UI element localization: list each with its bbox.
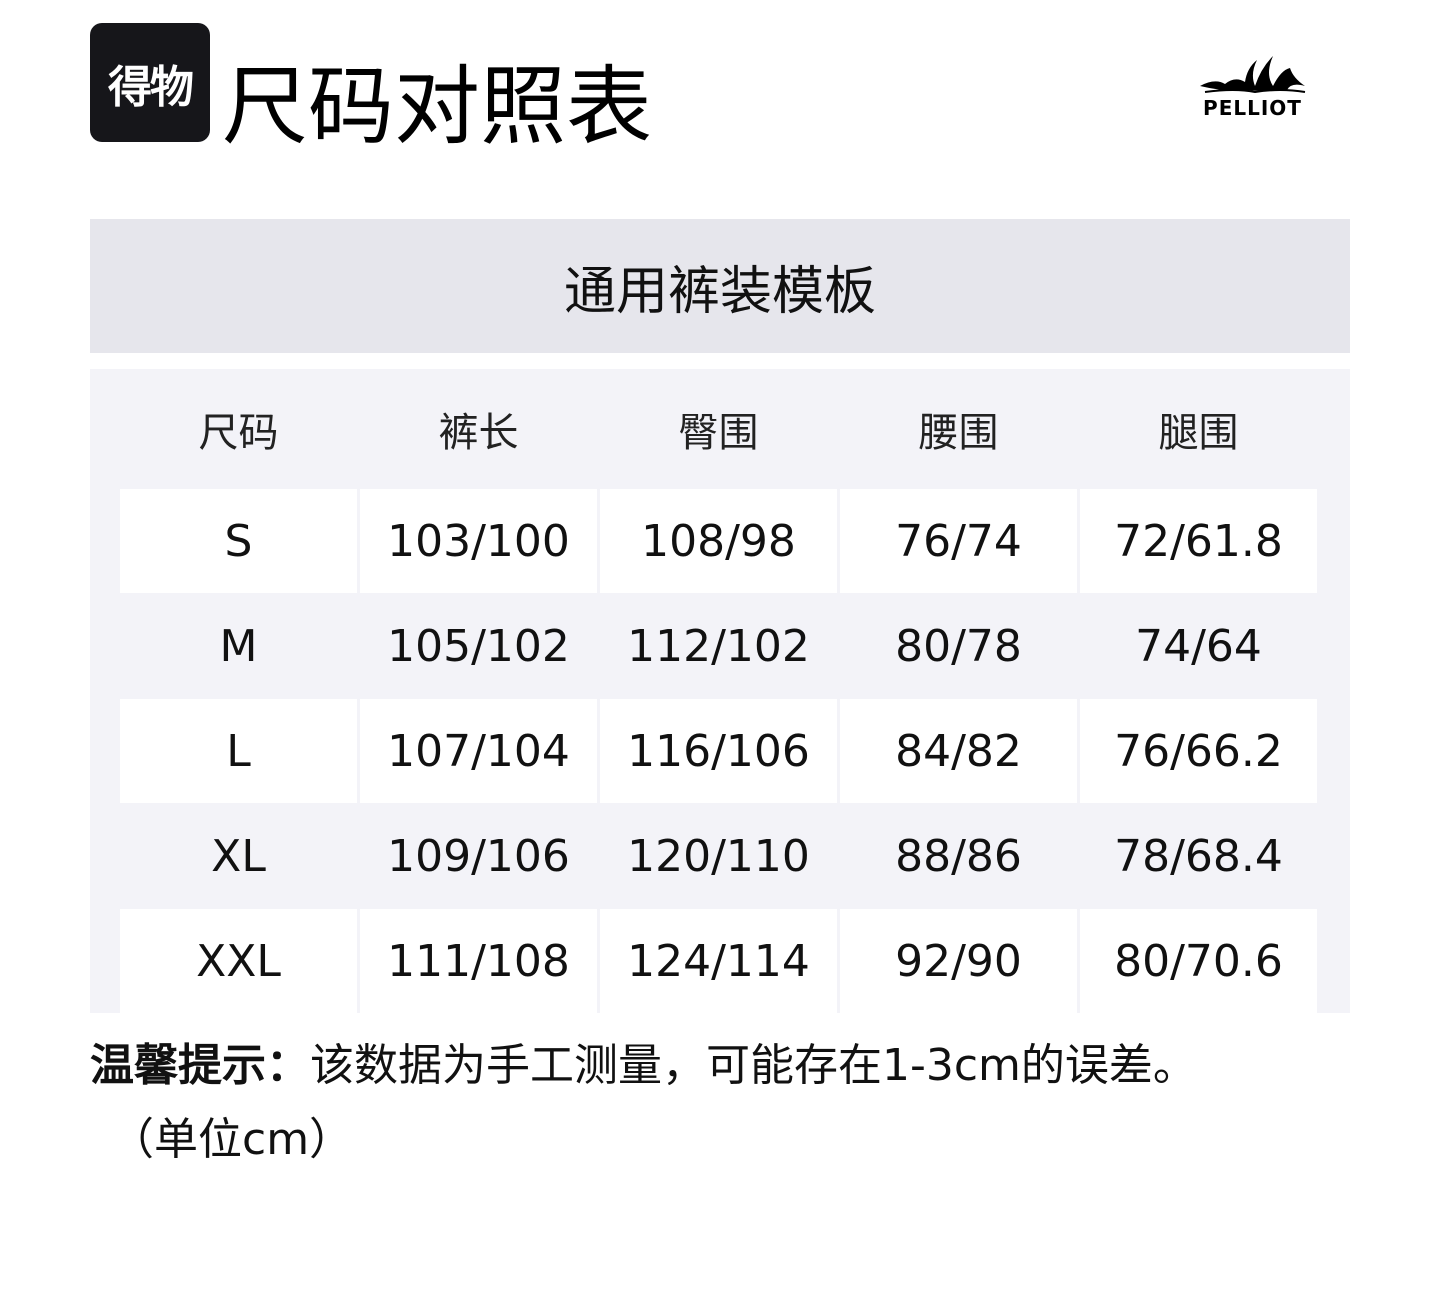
table-cell: S bbox=[120, 489, 357, 593]
table-cell: 116/106 bbox=[600, 699, 837, 803]
table-cell: 74/64 bbox=[1135, 620, 1262, 672]
column-header-length: 裤长 bbox=[438, 410, 519, 456]
table-cell: 105/102 bbox=[387, 620, 570, 672]
table-cell: XL bbox=[211, 830, 266, 882]
table-cell: 88/86 bbox=[895, 830, 1022, 882]
page-title: 尺码对照表 bbox=[222, 57, 652, 157]
table-cell: 108/98 bbox=[600, 489, 837, 593]
table-cell: 72/61.8 bbox=[1080, 489, 1317, 593]
table-cell: XXL bbox=[120, 909, 357, 1013]
brand-name: PELLIOT bbox=[1203, 96, 1302, 120]
wave-icon bbox=[1200, 56, 1306, 94]
table-cell: 76/66.2 bbox=[1080, 699, 1317, 803]
column-header-waist: 腰围 bbox=[918, 410, 999, 456]
table-cell: 107/104 bbox=[360, 699, 597, 803]
measurement-note: 温馨提示：该数据为手工测量，可能存在1-3cm的误差。 bbox=[90, 1036, 1197, 1096]
table-cell: 78/68.4 bbox=[1114, 830, 1283, 882]
table-cell: 112/102 bbox=[627, 620, 810, 672]
table-cell: L bbox=[120, 699, 357, 803]
table-row: S 103/100 108/98 76/74 72/61.8 bbox=[120, 489, 1317, 593]
table-row: XL 109/106 120/110 88/86 78/68.4 bbox=[120, 804, 1317, 908]
table-cell: 109/106 bbox=[387, 830, 570, 882]
template-title: 通用裤装模板 bbox=[90, 219, 1350, 353]
note-text: 该数据为手工测量，可能存在1-3cm的误差。 bbox=[310, 1040, 1197, 1091]
table-row: L 107/104 116/106 84/82 76/66.2 bbox=[120, 699, 1317, 803]
table-cell: 111/108 bbox=[360, 909, 597, 1013]
note-label: 温馨提示： bbox=[90, 1040, 310, 1091]
table-cell: 92/90 bbox=[840, 909, 1077, 1013]
column-header-size: 尺码 bbox=[198, 410, 279, 456]
table-cell: 84/82 bbox=[840, 699, 1077, 803]
column-header-hip: 臀围 bbox=[678, 410, 759, 456]
table-cell: M bbox=[219, 620, 258, 672]
table-cell: 120/110 bbox=[627, 830, 810, 882]
table-cell: 124/114 bbox=[600, 909, 837, 1013]
table-cell: 80/78 bbox=[895, 620, 1022, 672]
size-table: 尺码 裤长 臀围 腰围 腿围 S 103/100 108/98 76/74 72… bbox=[90, 369, 1350, 1013]
unit-note: （单位cm） bbox=[110, 1114, 354, 1165]
table-row: M 105/102 112/102 80/78 74/64 bbox=[120, 594, 1317, 698]
dewu-logo-badge: 得物 bbox=[90, 23, 210, 142]
table-cell: 80/70.6 bbox=[1080, 909, 1317, 1013]
pelliot-logo: PELLIOT bbox=[1195, 48, 1310, 123]
table-cell: 76/74 bbox=[840, 489, 1077, 593]
column-header-thigh: 腿围 bbox=[1158, 410, 1239, 456]
table-row: XXL 111/108 124/114 92/90 80/70.6 bbox=[120, 909, 1317, 1013]
table-cell: 103/100 bbox=[360, 489, 597, 593]
